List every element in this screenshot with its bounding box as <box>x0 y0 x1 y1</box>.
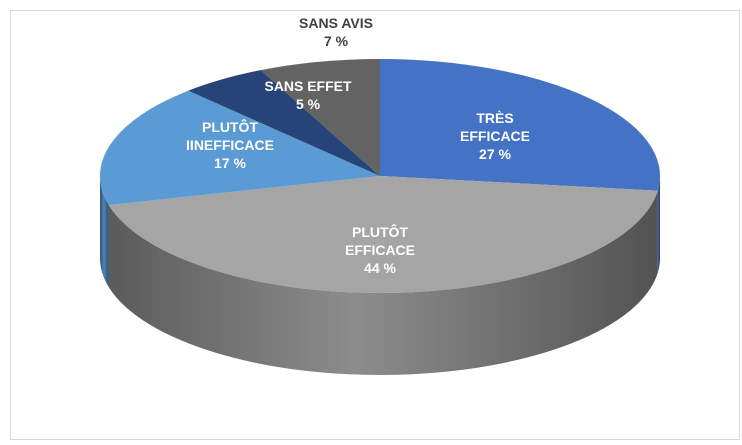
slice-label: TRÈS EFFICACE 27 % <box>440 109 550 163</box>
slice <box>100 90 381 206</box>
slice <box>188 70 380 176</box>
slice-side-shade <box>108 190 658 375</box>
slice <box>380 59 661 191</box>
value-label: 17 % <box>214 155 246 171</box>
slice-label: SANS EFFET 5 % <box>248 77 368 113</box>
slice-label: PLUTÔT EFFICACE 44 % <box>320 223 440 277</box>
slice-label: SANS AVIS 7 % <box>276 14 396 50</box>
value-label: 27 % <box>479 146 511 162</box>
slice <box>260 59 380 176</box>
category-label: SANS AVIS <box>299 15 373 31</box>
category-label: PLUTÔT IINEFFICACE <box>186 119 274 153</box>
value-label: 5 % <box>295 96 321 112</box>
slice-label: PLUTÔT IINEFFICACE 17 % <box>175 118 285 172</box>
category-label: TRÈS EFFICACE <box>460 110 530 144</box>
slice-side-shade <box>100 176 109 288</box>
slice <box>108 176 658 293</box>
value-label: 7 % <box>323 33 349 49</box>
category-label: PLUTÔT EFFICACE <box>345 224 415 258</box>
category-label: SANS EFFET <box>264 78 352 94</box>
slice-side-shade <box>657 176 660 273</box>
value-label: 44 % <box>364 260 396 276</box>
